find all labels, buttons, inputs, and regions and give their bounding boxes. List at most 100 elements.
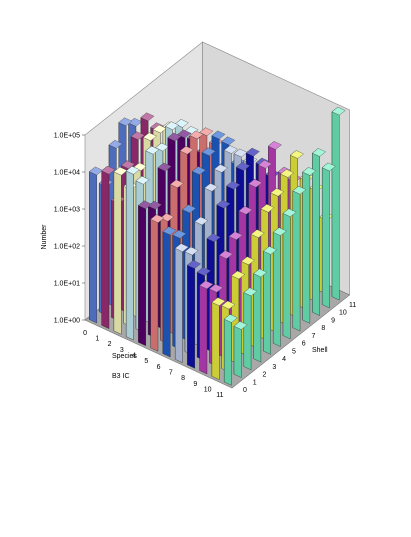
bar-highlight	[170, 179, 184, 188]
bar-top-face	[331, 106, 346, 116]
bar-highlight	[221, 301, 235, 310]
bar-highlight	[270, 188, 284, 197]
bar-highlight	[89, 166, 103, 175]
bar-top-face	[138, 200, 152, 210]
bar-top-face	[199, 280, 214, 290]
bar-top-face	[157, 162, 172, 172]
bar-top-face	[240, 256, 255, 266]
bar-top-face	[199, 127, 214, 137]
bar-shade	[332, 111, 340, 301]
bar-highlight	[226, 181, 240, 190]
z-tick-label: 6	[302, 341, 306, 348]
bar-shade	[263, 251, 271, 355]
x-tick-label: 7	[169, 370, 173, 377]
bar	[263, 245, 277, 355]
bar-top-face	[165, 121, 179, 130]
bar-top-face	[182, 204, 197, 214]
bar-highlight	[312, 148, 326, 157]
bar-highlight	[211, 297, 226, 306]
bar-top-face	[231, 270, 246, 280]
bar-highlight	[216, 200, 230, 209]
bar-top-face	[292, 185, 307, 195]
bar-shade	[162, 231, 171, 357]
bar-highlight	[236, 162, 250, 171]
x-tick-label: 10	[204, 387, 212, 394]
bar-shade	[273, 232, 281, 347]
bar-top-face	[253, 268, 268, 278]
bar-highlight	[145, 146, 159, 155]
x-tick-label: 11	[216, 392, 223, 399]
bar-highlight	[273, 227, 287, 236]
bar	[233, 320, 248, 378]
bar-top-face	[218, 250, 233, 259]
z-tick-label: 1	[253, 379, 257, 386]
bar-top-face	[189, 130, 204, 140]
bar	[272, 227, 287, 347]
bar-top-face	[223, 145, 238, 154]
bar-top-face	[211, 130, 226, 140]
y-tick-label: 1.0E+01	[54, 281, 80, 288]
bar-top-face	[282, 208, 297, 217]
bar	[223, 313, 238, 386]
bar	[302, 166, 317, 324]
bar-top-face	[174, 243, 189, 252]
bar-shade	[211, 302, 220, 380]
bar	[292, 185, 307, 332]
bar-top-face	[243, 287, 258, 297]
bar-highlight	[121, 160, 135, 169]
bar-top-face	[228, 231, 243, 241]
bar-top-face	[179, 145, 194, 155]
bar-top-face	[312, 148, 326, 157]
bar-highlight	[234, 321, 248, 330]
bar-top-face	[221, 136, 236, 146]
bar-top-face	[184, 246, 199, 256]
bar-top-face	[125, 166, 140, 175]
bar-highlight	[101, 166, 115, 175]
bar-highlight	[138, 200, 152, 209]
y-tick-label: 1.0E+04	[54, 170, 80, 177]
bar-highlight	[177, 129, 191, 138]
bar-shade	[150, 219, 158, 352]
bar-shade	[292, 190, 301, 332]
z-tick-label: 3	[272, 364, 276, 371]
bar-top-face	[321, 162, 336, 172]
bar	[199, 280, 214, 375]
bar-highlight	[175, 243, 189, 252]
bar-top-face	[160, 213, 175, 222]
bar-top-face	[194, 216, 209, 226]
bar-shade	[199, 285, 207, 374]
x-tick-label: 8	[181, 375, 185, 382]
bar	[150, 214, 165, 352]
bar-top-face	[211, 297, 226, 306]
bar-top-face	[209, 283, 224, 293]
bar-highlight	[280, 169, 294, 178]
bar-shade	[224, 319, 232, 386]
bar-top-face	[206, 233, 221, 243]
bar-highlight	[238, 206, 253, 215]
bar-top-face	[162, 226, 177, 236]
bar-shade	[253, 273, 261, 363]
bar-highlight	[292, 186, 306, 195]
bar-top-face	[140, 112, 155, 122]
bar-highlight	[136, 176, 150, 185]
bar	[174, 243, 189, 364]
bar-highlight	[167, 132, 181, 141]
bar-highlight	[150, 214, 164, 223]
bar-top-face	[263, 246, 277, 255]
bar-highlight	[260, 204, 275, 213]
bar-highlight	[153, 125, 167, 133]
bar-highlight	[182, 204, 196, 213]
bar-shade	[89, 171, 97, 323]
bar-top-face	[250, 229, 265, 238]
bar-top-face	[221, 300, 236, 310]
bar-highlight	[258, 160, 272, 169]
bar-shade	[126, 170, 134, 340]
z-tick-label: 9	[331, 317, 335, 324]
bar-highlight	[268, 141, 282, 150]
bar-highlight	[199, 280, 213, 289]
x-tick-label: 2	[108, 341, 112, 348]
x-tick-label: 4	[132, 353, 136, 360]
bar-highlight	[155, 143, 169, 152]
bar-top-face	[280, 169, 295, 178]
bar-top-face	[223, 314, 238, 323]
